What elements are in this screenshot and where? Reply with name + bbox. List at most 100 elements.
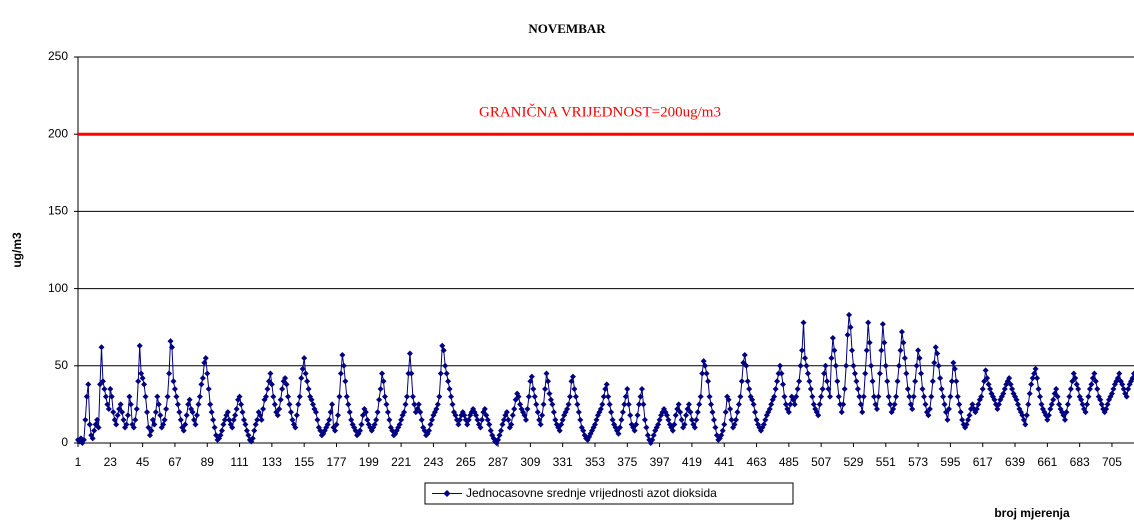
data-point — [722, 409, 729, 416]
data-point — [264, 385, 271, 392]
legend-marker — [443, 490, 451, 497]
data-point — [239, 409, 246, 416]
data-point — [965, 416, 972, 423]
data-point — [477, 424, 484, 431]
data-point — [721, 421, 728, 428]
data-point — [671, 421, 678, 428]
data-point — [863, 347, 870, 354]
data-point — [534, 409, 541, 416]
data-point — [819, 385, 826, 392]
data-point — [1069, 378, 1076, 385]
data-point — [127, 401, 134, 408]
data-point — [242, 421, 249, 428]
data-point — [533, 401, 540, 408]
data-point — [674, 406, 681, 413]
data-point — [580, 427, 587, 434]
data-point — [577, 416, 584, 423]
data-point — [478, 416, 485, 423]
data-point — [675, 401, 682, 408]
data-point — [220, 421, 227, 428]
data-point — [302, 370, 309, 377]
data-point — [1035, 385, 1042, 392]
data-point — [500, 416, 507, 423]
annotation: GRANIČNA VRIJEDNOST=200ug/m3 — [479, 103, 721, 120]
data-point — [1060, 412, 1067, 419]
data-point — [973, 406, 980, 413]
data-point — [185, 401, 192, 408]
data-point — [333, 421, 340, 428]
data-point — [356, 427, 363, 434]
data-point — [484, 416, 491, 423]
data-point — [750, 401, 757, 408]
x-tick-label: 573 — [908, 455, 928, 469]
data-point — [119, 409, 126, 416]
data-point — [186, 396, 193, 403]
legend-box — [424, 482, 794, 505]
data-point — [213, 432, 220, 439]
data-point — [957, 409, 964, 416]
data-point — [959, 416, 966, 423]
data-point — [985, 381, 992, 388]
data-point — [94, 416, 101, 423]
data-point — [91, 427, 98, 434]
data-point — [1054, 393, 1061, 400]
data-point — [251, 427, 258, 434]
data-point — [1007, 381, 1014, 388]
data-point — [456, 416, 463, 423]
data-point — [1085, 393, 1092, 400]
data-point — [564, 406, 571, 413]
data-point — [950, 359, 957, 366]
data-point — [869, 378, 876, 385]
data-point — [873, 406, 880, 413]
data-point — [525, 393, 532, 400]
data-point — [371, 421, 378, 428]
data-point — [177, 416, 184, 423]
data-point — [865, 319, 872, 326]
data-point — [896, 362, 903, 369]
data-point — [797, 362, 804, 369]
data-point — [262, 393, 269, 400]
data-point — [126, 393, 133, 400]
x-tick-label: 397 — [650, 455, 670, 469]
data-point — [170, 378, 177, 385]
data-point — [1053, 385, 1060, 392]
x-tick-label: 485 — [779, 455, 799, 469]
data-point — [411, 401, 418, 408]
y-tick-label: 0 — [61, 435, 68, 449]
data-point — [521, 412, 528, 419]
data-point — [473, 412, 480, 419]
data-point — [876, 370, 883, 377]
data-point — [925, 412, 932, 419]
data-point — [295, 401, 302, 408]
data-point — [1031, 370, 1038, 377]
x-tick-label: 111 — [230, 455, 249, 469]
data-point — [987, 385, 994, 392]
data-point — [608, 409, 615, 416]
x-tick-label: 375 — [617, 455, 637, 469]
data-point — [926, 406, 933, 413]
data-point — [1032, 365, 1039, 372]
data-point — [694, 409, 701, 416]
data-point — [655, 421, 662, 428]
data-point — [89, 435, 96, 442]
data-point — [688, 416, 695, 423]
data-point — [105, 406, 112, 413]
data-point — [556, 427, 563, 434]
data-point — [828, 355, 835, 362]
data-point — [1092, 378, 1099, 385]
data-point — [102, 393, 109, 400]
data-point — [1034, 375, 1041, 382]
data-point — [875, 393, 882, 400]
data-point — [464, 421, 471, 428]
data-point — [749, 396, 756, 403]
data-point — [226, 416, 233, 423]
data-point — [167, 338, 174, 345]
data-point — [1064, 401, 1071, 408]
data-point — [379, 370, 386, 377]
data-point — [916, 355, 923, 362]
data-point — [894, 378, 901, 385]
x-tick-label: 243 — [423, 455, 443, 469]
data-point — [725, 396, 732, 403]
data-point — [683, 412, 690, 419]
data-point — [937, 375, 944, 382]
